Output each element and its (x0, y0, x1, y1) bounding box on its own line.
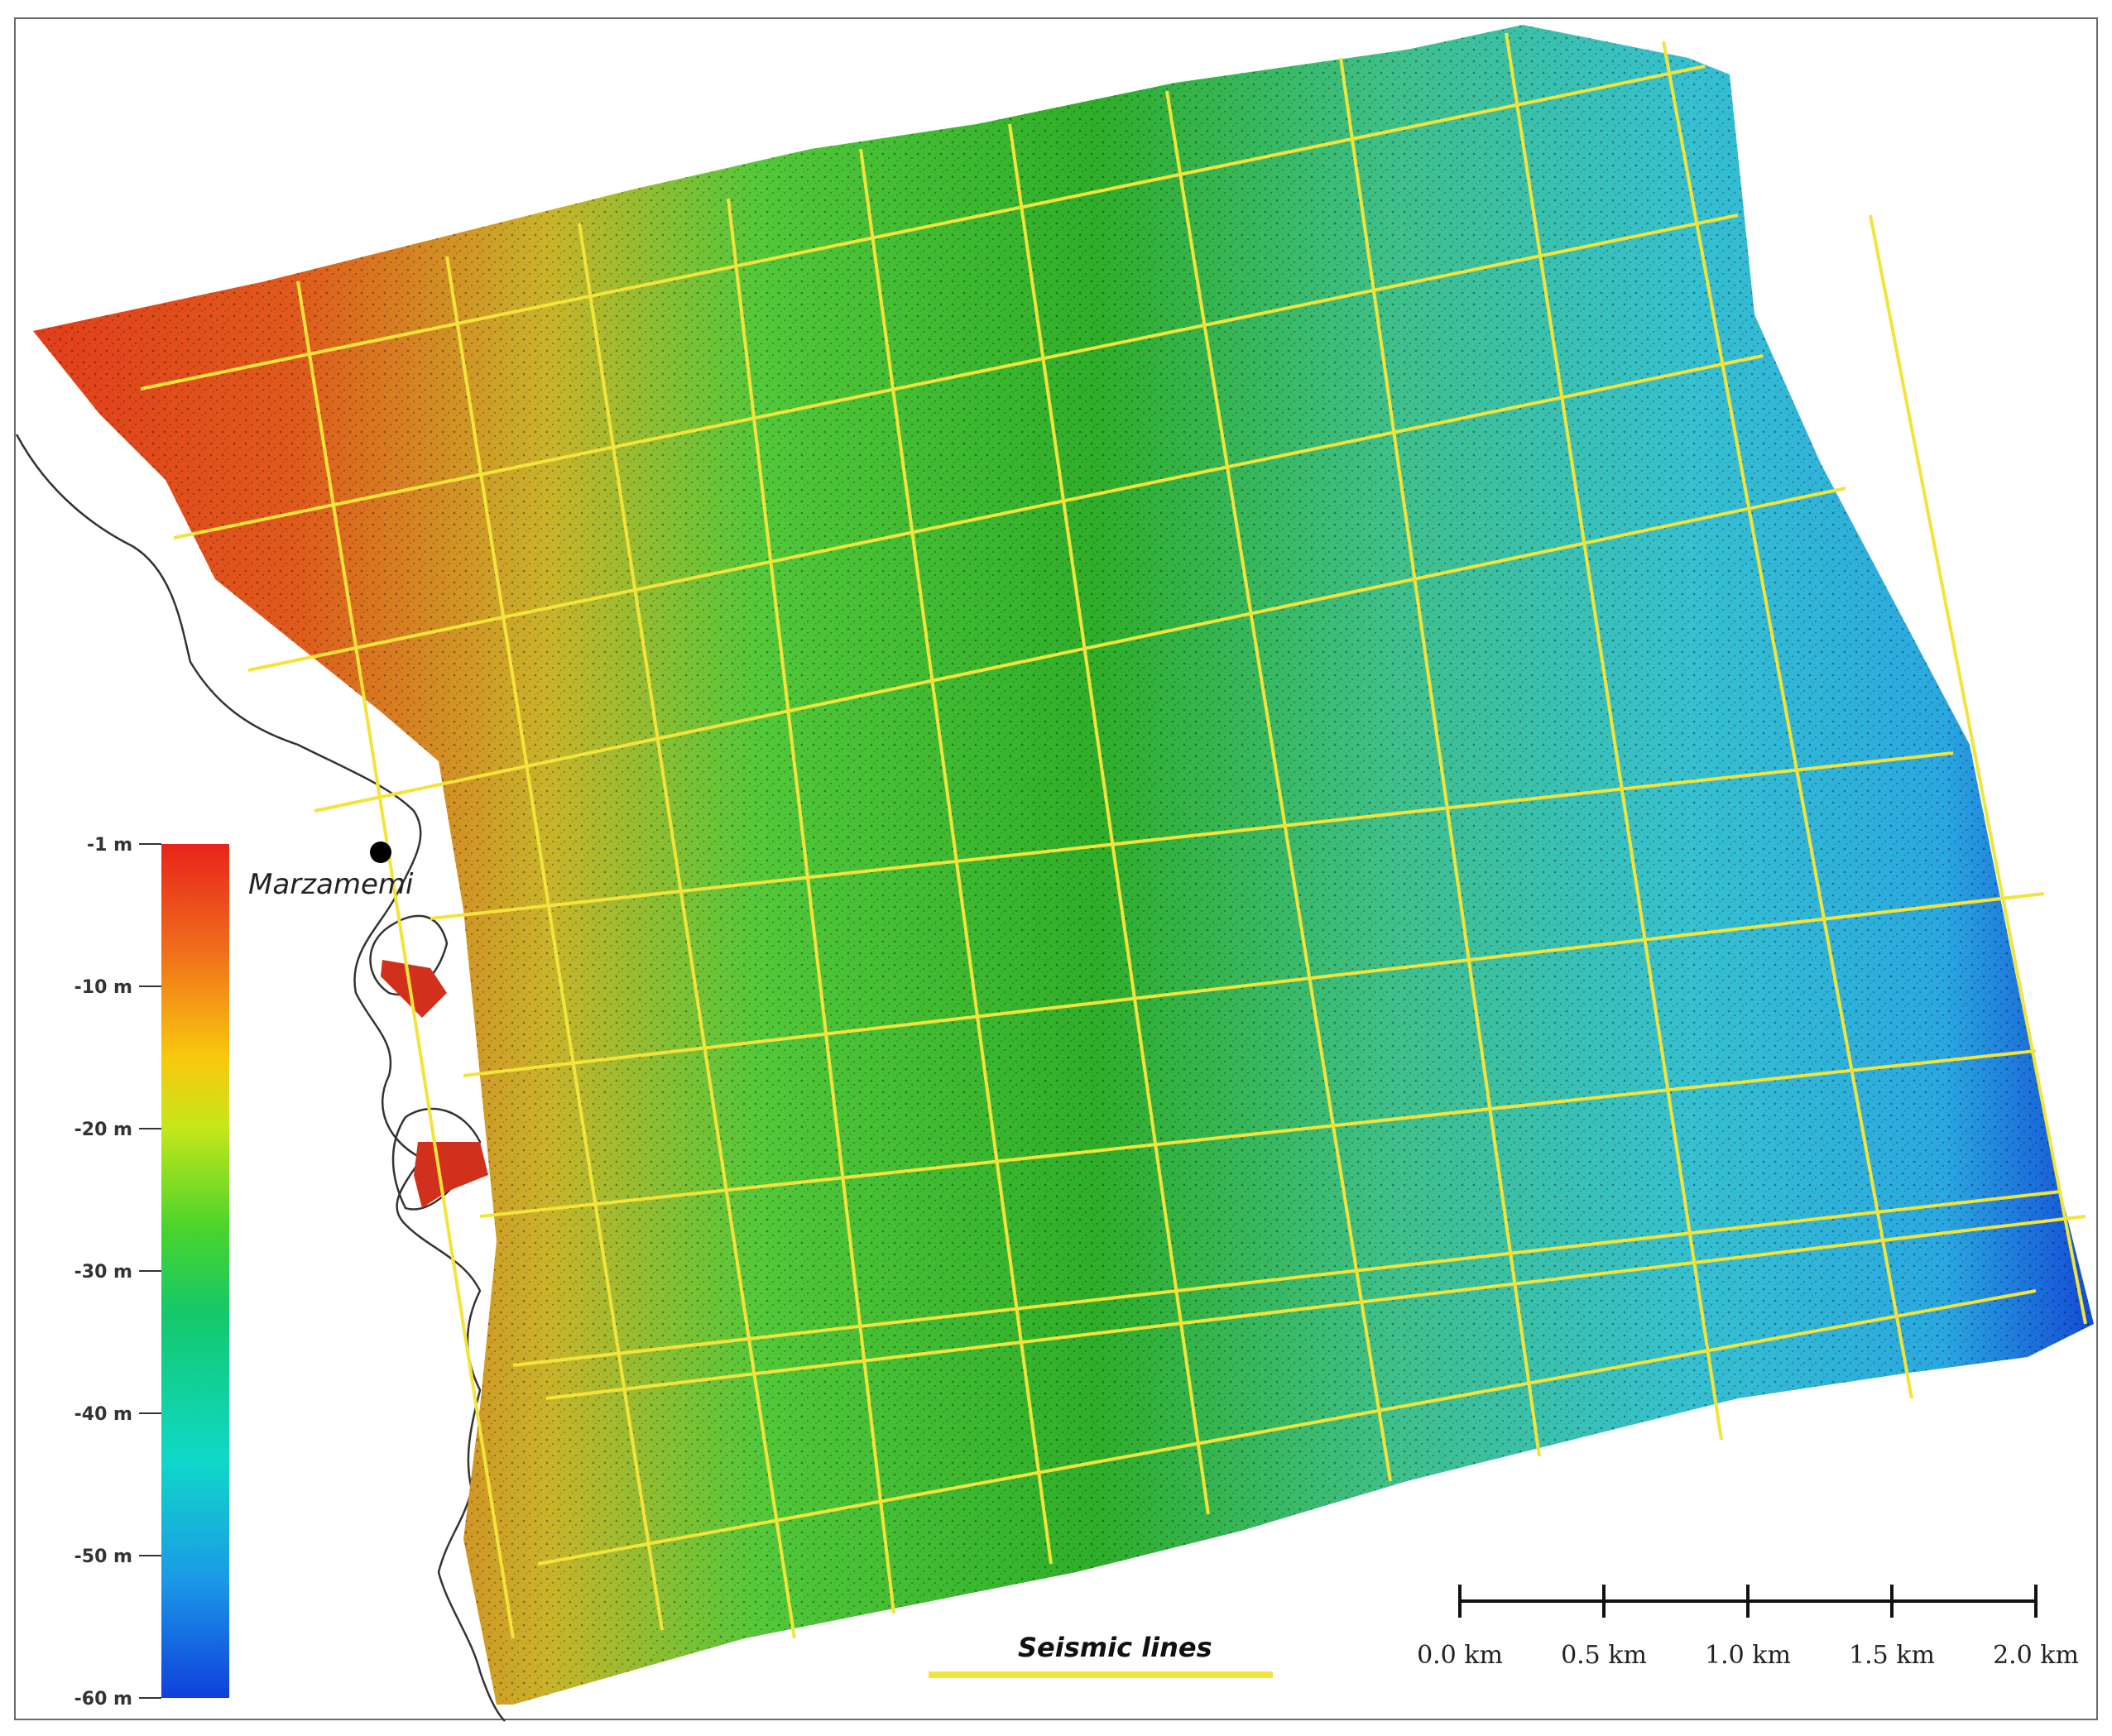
scale-bar: 0.0 km 0.5 km 1.0 km 1.5 km 2.0 km (1417, 1585, 2079, 1670)
seismic-dip-line (1008, 123, 1210, 1515)
colorbar-tick-label: -60 m (74, 1689, 132, 1710)
seismic-dip-line (1662, 41, 1913, 1399)
harbor-basin-south (414, 1142, 488, 1208)
seismic-legend: Seismic lines (929, 1632, 1273, 1678)
seismic-lines (140, 32, 2087, 1639)
seismic-strike-line (430, 751, 1954, 920)
seismic-strike-line (314, 487, 1846, 813)
colorbar-tick-label: -1 m (87, 835, 132, 856)
colorbar-tick-label: -10 m (74, 977, 132, 998)
seismic-dip-line (445, 256, 664, 1631)
seismic-strike-line (247, 354, 1764, 672)
scale-tick-label: 1.0 km (1705, 1641, 1791, 1670)
seismic-dip-line (1165, 90, 1392, 1482)
seismic-dip-line (296, 281, 515, 1639)
seismic-strike-line (545, 1215, 2086, 1400)
scale-tick-label: 0.5 km (1561, 1641, 1647, 1670)
seismic-strike-line (463, 892, 2045, 1077)
coastline (15, 434, 506, 1722)
seismic-strike-line (537, 1289, 2037, 1566)
seismic-strike-line (512, 1190, 2062, 1367)
seismic-dip-line (578, 223, 796, 1639)
seismic-dip-line (859, 148, 1053, 1565)
harbor-basin (381, 960, 447, 1018)
depth-colorbar: -1 m -10 m -20 m -30 m -40 m -50 m -60 m (74, 835, 229, 1710)
seismic-dip-line (1869, 214, 2087, 1325)
seismic-strike-line (479, 1049, 2037, 1218)
scale-tick-label: 0.0 km (1417, 1641, 1503, 1670)
colorbar-tick-label: -30 m (74, 1262, 132, 1283)
scale-tick-label: 2.0 km (1993, 1641, 2079, 1670)
seismic-dip-line (727, 198, 895, 1614)
seismic-strike-line (140, 65, 1706, 391)
colorbar-tick-label: -40 m (74, 1404, 132, 1425)
seismic-strike-line (173, 213, 1739, 540)
seismic-dip-line (1505, 32, 1723, 1441)
colorbar-ramp (161, 844, 229, 1698)
colorbar-tick-label: -50 m (74, 1547, 132, 1567)
map-frame (14, 17, 2098, 1720)
colorbar-tick-label: -20 m (74, 1120, 132, 1140)
scale-tick-label: 1.5 km (1849, 1641, 1935, 1670)
legend-label: Seismic lines (1018, 1632, 1212, 1663)
place-label: Marzamemi (248, 868, 414, 901)
marzamemi-dot (370, 842, 391, 863)
